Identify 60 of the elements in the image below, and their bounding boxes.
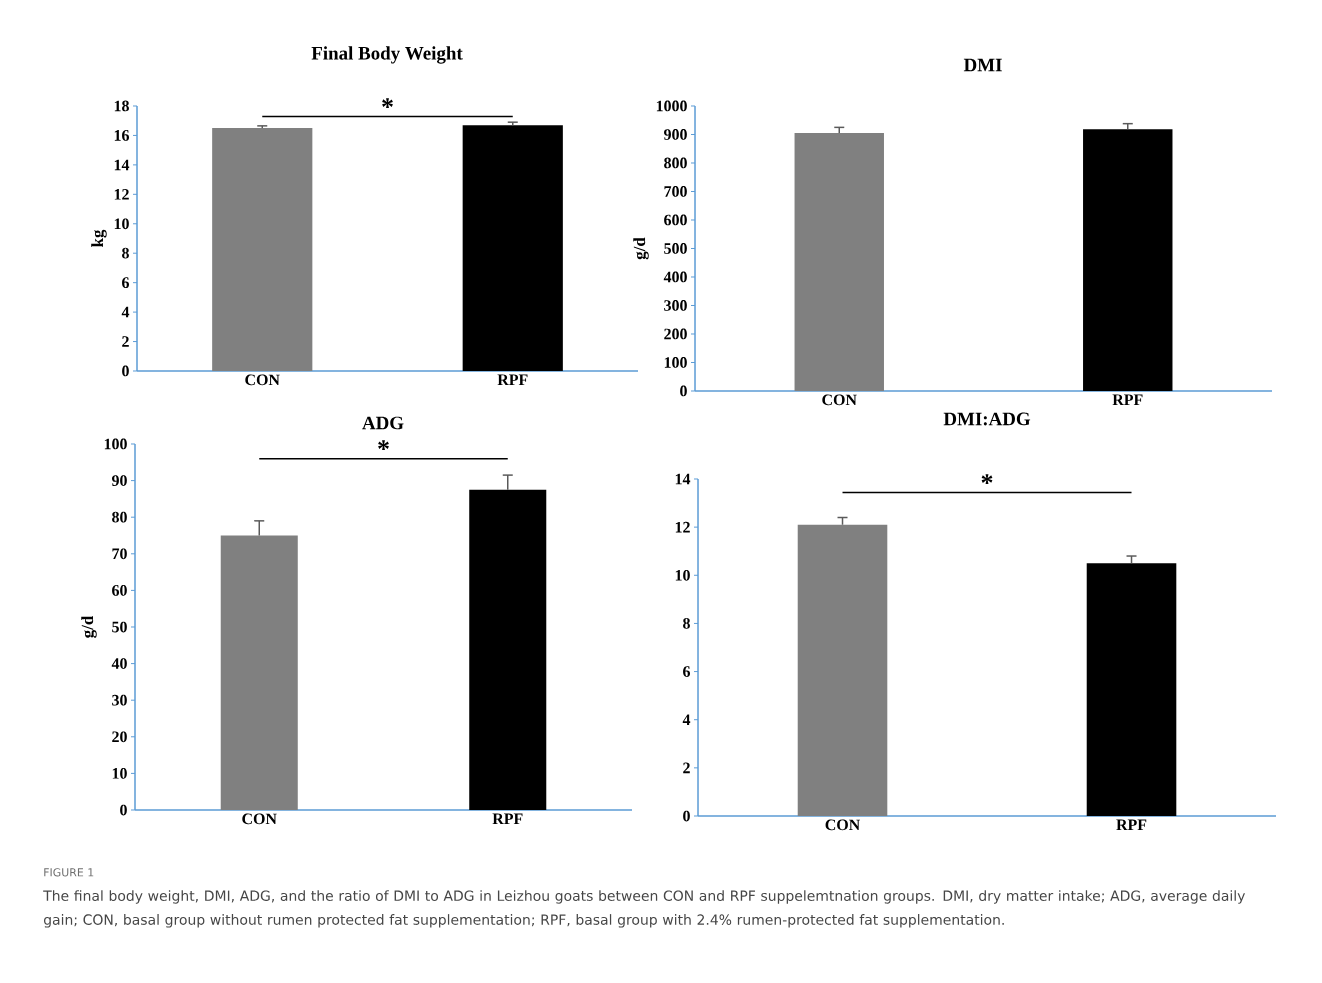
y-tick-label: 0 bbox=[120, 804, 127, 816]
x-tick-label: CON bbox=[822, 394, 857, 406]
chart-title: Final Body Weight bbox=[311, 46, 463, 64]
y-tick-label: 4 bbox=[121, 306, 130, 318]
y-tick-label: 0 bbox=[683, 810, 690, 822]
y-axis-title: g/d bbox=[81, 615, 97, 638]
y-tick-label: 14 bbox=[114, 159, 130, 171]
annotation: * bbox=[981, 474, 993, 484]
y-tick-label: 0 bbox=[680, 385, 687, 397]
y-tick-label: 800 bbox=[664, 157, 687, 169]
y-tick-label: 10 bbox=[114, 218, 129, 230]
y-tick-label: 6 bbox=[122, 277, 130, 289]
text: The final body weight, DMI, ADG, and the ratio of DMI to ADG in Leizhou goats between CON and RPF suppelemtnation groups. DMI, dry matter intake; ADG, average daily gain; CON, basal group without rumen protected fat supplementation; RPF, basal group with 2.4% rumen-protected fat supplementation. bbox=[43, 890, 1246, 928]
y-tick-label: 600 bbox=[664, 214, 687, 226]
y-tick-label: 4 bbox=[682, 714, 691, 725]
annotation: * bbox=[382, 98, 393, 109]
y-tick-label: 20 bbox=[112, 731, 127, 743]
y-tick-label: 0 bbox=[122, 365, 129, 377]
annotation: * bbox=[378, 440, 389, 451]
y-tick-label: 18 bbox=[114, 100, 129, 112]
x-tick-label: RPF bbox=[492, 813, 523, 824]
x-tick-label: RPF bbox=[1112, 394, 1143, 405]
chart-title: ADG bbox=[362, 416, 404, 430]
y-tick-label: 300 bbox=[664, 300, 687, 311]
caption: FIGURE 1 bbox=[44, 868, 94, 877]
y-tick-label: 90 bbox=[111, 475, 127, 486]
y-tick-label: 80 bbox=[112, 511, 127, 523]
x-tick-label: RPF bbox=[497, 374, 528, 385]
y-tick-label: 30 bbox=[112, 694, 127, 706]
y-tick-label: 50 bbox=[112, 621, 127, 633]
x-tick-label: RPF bbox=[1116, 819, 1147, 830]
y-tick-label: 14 bbox=[675, 473, 691, 485]
y-tick-label: 70 bbox=[112, 548, 127, 560]
y-tick-label: 12 bbox=[675, 521, 690, 533]
y-tick-label: 500 bbox=[664, 243, 687, 254]
x-tick-label: CON bbox=[825, 819, 861, 831]
y-axis-title: g/d bbox=[633, 237, 649, 260]
y-tick-label: 200 bbox=[664, 328, 687, 340]
chart-title: DMI:ADG bbox=[943, 412, 1031, 426]
y-tick-label: 10 bbox=[675, 569, 690, 581]
y-tick-label: 6 bbox=[683, 666, 691, 677]
chart-title: DMI bbox=[963, 58, 1002, 72]
y-tick-label: 8 bbox=[122, 247, 129, 259]
y-tick-label: 8 bbox=[683, 618, 690, 629]
y-tick-label: 1000 bbox=[656, 100, 687, 112]
y-tick-label: 12 bbox=[114, 189, 129, 200]
y-tick-label: 40 bbox=[111, 658, 127, 669]
y-tick-label: 100 bbox=[664, 357, 687, 368]
y-tick-label: 900 bbox=[664, 129, 687, 140]
y-tick-label: 2 bbox=[683, 762, 690, 774]
y-axis-title: kg bbox=[91, 229, 107, 248]
x-tick-label: CON bbox=[242, 813, 277, 825]
y-tick-label: 10 bbox=[112, 768, 127, 779]
y-tick-label: 2 bbox=[122, 336, 129, 347]
y-tick-label: 60 bbox=[112, 585, 127, 596]
y-tick-label: 700 bbox=[664, 186, 687, 197]
x-tick-label: CON bbox=[245, 374, 280, 386]
y-tick-label: 100 bbox=[104, 438, 127, 450]
y-tick-label: 16 bbox=[114, 130, 130, 141]
y-tick-label: 400 bbox=[663, 271, 687, 283]
